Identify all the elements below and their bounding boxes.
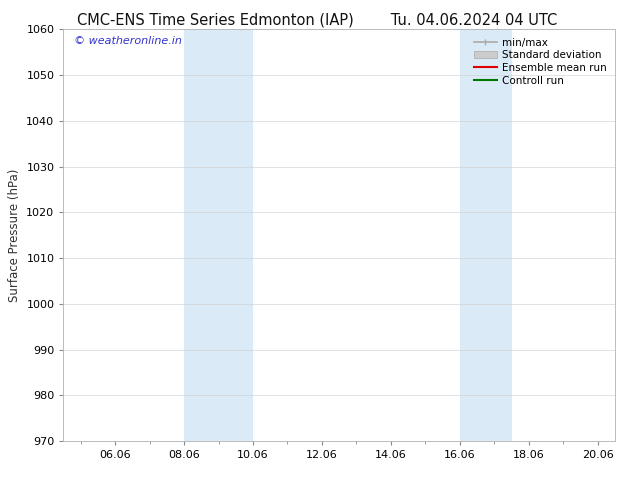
Bar — [184, 29, 253, 441]
Y-axis label: Surface Pressure (hPa): Surface Pressure (hPa) — [8, 169, 21, 302]
Text: © weatheronline.in: © weatheronline.in — [74, 36, 183, 46]
Text: CMC-ENS Time Series Edmonton (IAP)        Tu. 04.06.2024 04 UTC: CMC-ENS Time Series Edmonton (IAP) Tu. 0… — [77, 12, 557, 27]
Legend: min/max, Standard deviation, Ensemble mean run, Controll run: min/max, Standard deviation, Ensemble me… — [470, 35, 610, 89]
Bar — [460, 29, 512, 441]
